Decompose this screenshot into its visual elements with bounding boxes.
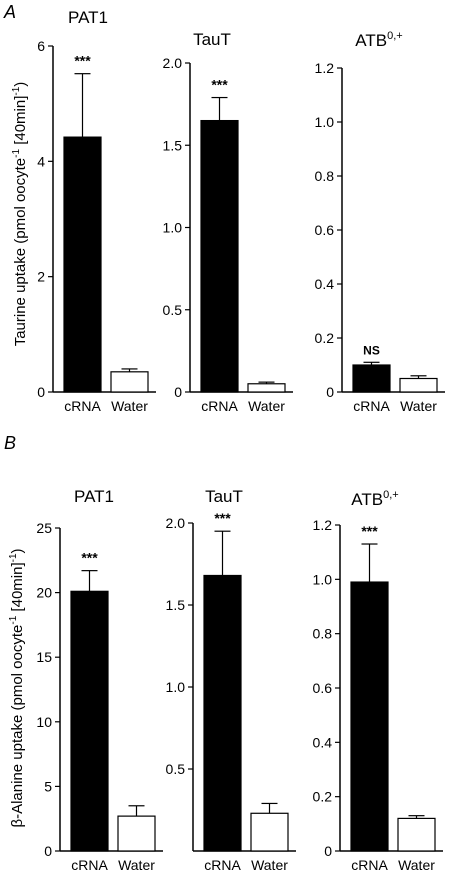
significance-label: *** [214, 510, 231, 526]
y-tick-label: 2.0 [166, 515, 186, 531]
significance-label: *** [361, 523, 378, 539]
x-category-label: Water [248, 398, 285, 414]
y-tick-label: 2 [37, 269, 45, 285]
bar-water [110, 371, 149, 393]
y-tick-label: 6 [37, 38, 45, 54]
y-axis-label-a: Taurine uptake (pmol oocyte-1 [40min]-1) [11, 82, 29, 347]
y-tick-label: 0 [324, 843, 332, 859]
y-tick-label: 0.4 [313, 734, 333, 750]
y-tick-label: 20 [36, 585, 52, 601]
significance-label: *** [211, 77, 228, 93]
y-tick-label: 0.6 [315, 222, 335, 238]
y-tick-label: 2.0 [163, 55, 183, 71]
bar-water [397, 817, 436, 852]
panel-label-b: B [4, 433, 16, 453]
y-tick-label: 10 [36, 714, 52, 730]
x-category-label: cRNA [353, 398, 390, 414]
x-category-label: Water [398, 857, 435, 872]
chart-title-superscript: 0,+ [383, 489, 399, 501]
y-tick-label: 0.8 [315, 168, 335, 184]
y-tick-label: 1.2 [313, 517, 333, 533]
chart-a-taut: TauT 0 0.5 1.0 1.5 2.0 *** cRNA Water [163, 30, 293, 414]
chart-b-atb: ATB0,+ 0 0.2 0.4 0.6 0.8 1.0 1.2 *** cRNA Water [313, 489, 443, 872]
bar-crna [352, 364, 391, 393]
y-tick-label: 0.2 [315, 330, 335, 346]
chart-b-pat1: PAT1 0 5 10 15 20 25 *** cRNA Water [36, 487, 163, 872]
bar-crna [350, 581, 389, 852]
y-tick-label: 0.6 [313, 680, 333, 696]
x-category-label: Water [111, 398, 148, 414]
bar-crna [203, 574, 242, 852]
bar-crna [63, 136, 102, 393]
y-tick-label: 5 [44, 778, 52, 794]
y-tick-label: 1.0 [163, 220, 183, 236]
y-tick-label: 15 [36, 649, 52, 665]
panel-label-a: A [3, 2, 16, 22]
chart-title: ATB0,+ [355, 30, 402, 50]
x-category-label: cRNA [64, 398, 101, 414]
bar-crna [70, 590, 109, 852]
chart-a-pat1: PAT1 0 2 4 6 *** cRNA Water [37, 8, 156, 414]
y-tick-label: 0.8 [313, 626, 333, 642]
chart-title: TauT [193, 30, 231, 49]
chart-title: TauT [205, 487, 243, 506]
bar-water [399, 377, 438, 393]
bar-water [247, 383, 286, 393]
y-tick-label: 0.2 [313, 789, 333, 805]
y-tick-label: 1.5 [166, 597, 186, 613]
y-tick-label: 25 [36, 520, 52, 536]
y-tick-label: 0 [174, 384, 182, 400]
chart-a-atb: ATB0,+ 0 0.2 0.4 0.6 0.8 1.0 1.2 NS cRNA Water [315, 30, 445, 414]
significance-label: *** [81, 550, 98, 566]
y-tick-label: 0.4 [315, 276, 335, 292]
y-tick-label: 1.0 [313, 571, 333, 587]
bar-water [250, 812, 289, 852]
x-category-label: Water [251, 857, 288, 872]
y-tick-label: 1.5 [163, 137, 183, 153]
y-tick-label: 0.5 [166, 761, 186, 777]
y-tick-label: 1.0 [315, 114, 335, 130]
bar-crna [200, 119, 239, 393]
y-tick-label: 1.2 [315, 60, 335, 76]
y-axis-label-b: β-Alanine uptake (pmol oocyte-1 [40min]-… [8, 548, 26, 827]
y-tick-label: 4 [37, 153, 45, 169]
y-tick-label: 0 [37, 384, 45, 400]
x-category-label: cRNA [201, 398, 238, 414]
bar-water [117, 815, 156, 852]
x-category-label: Water [118, 857, 155, 872]
significance-label: NS [363, 343, 380, 357]
chart-title-superscript: 0,+ [387, 30, 403, 42]
chart-title: ATB0,+ [351, 489, 398, 509]
x-category-label: cRNA [71, 857, 108, 872]
chart-title: PAT1 [68, 8, 108, 27]
y-tick-label: 0 [44, 843, 52, 859]
chart-b-taut: TauT 0.5 1.0 1.5 2.0 *** cRNA Water [166, 487, 296, 872]
y-tick-label: 1.0 [166, 679, 186, 695]
x-category-label: Water [400, 398, 437, 414]
y-tick-label: 0 [326, 384, 334, 400]
significance-label: *** [74, 53, 91, 69]
x-category-label: cRNA [204, 857, 241, 872]
chart-title: PAT1 [74, 487, 114, 506]
y-tick-label: 0.5 [163, 302, 183, 318]
x-category-label: cRNA [351, 857, 388, 872]
